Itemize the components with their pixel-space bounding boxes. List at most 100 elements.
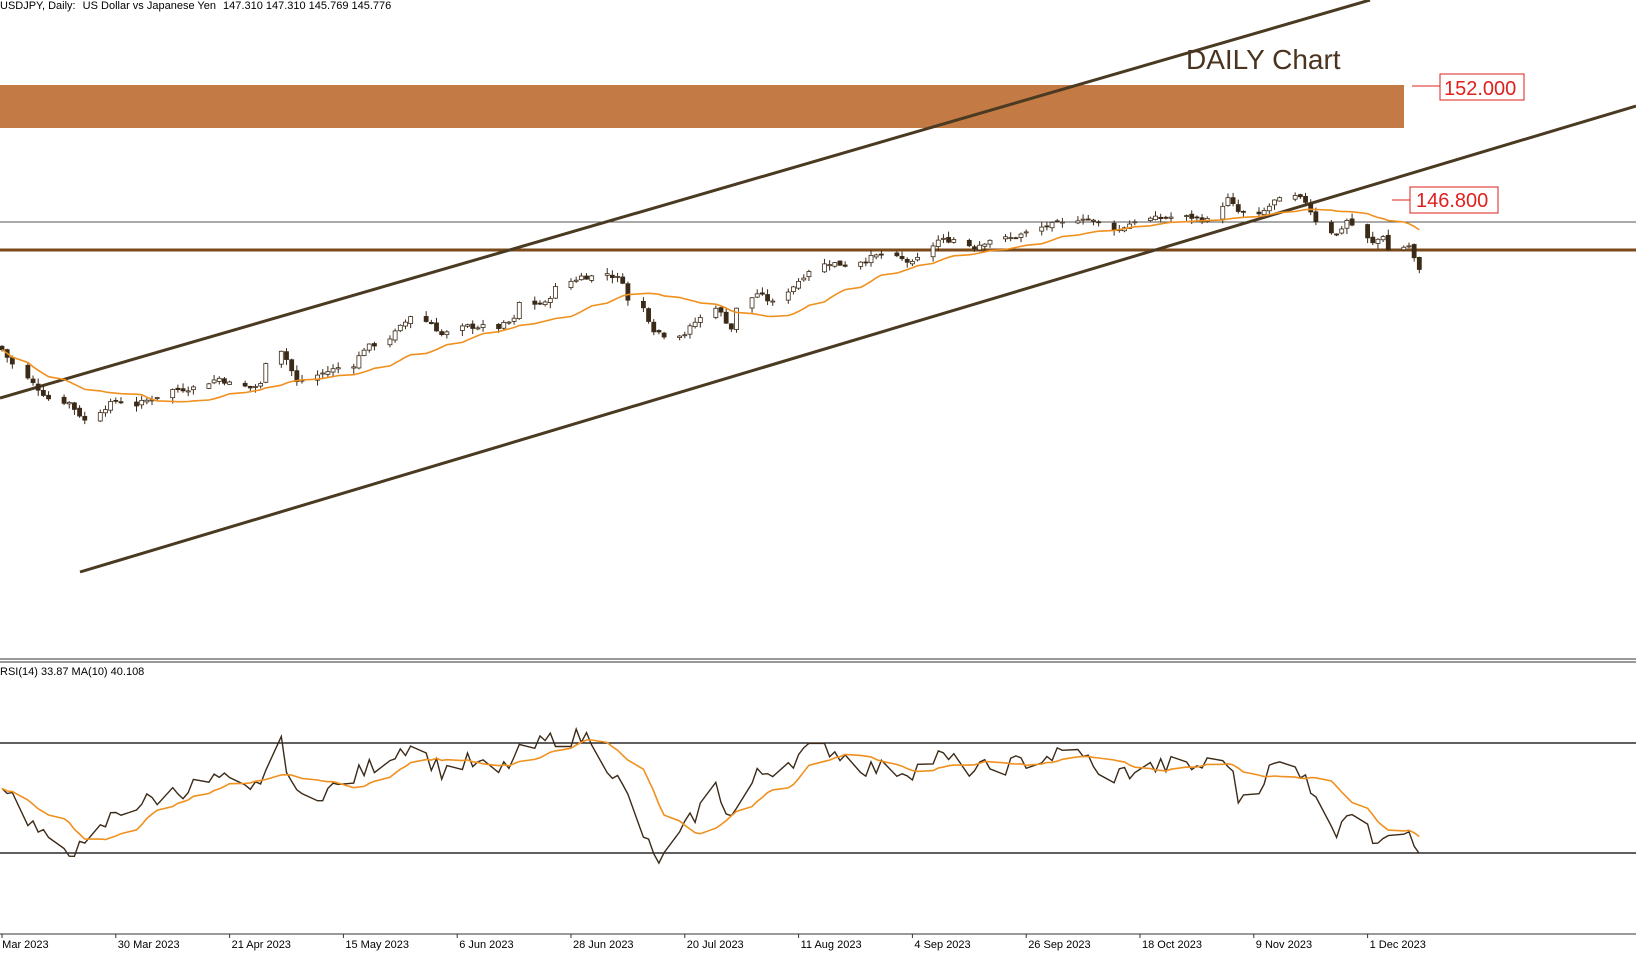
candle-bearish: [946, 237, 952, 243]
candle-bearish: [1085, 218, 1091, 221]
candle-bearish: [496, 323, 501, 329]
candle-bullish: [941, 237, 946, 240]
candle-bearish: [46, 394, 51, 400]
candle-bullish: [1075, 220, 1081, 224]
candle-bullish: [1147, 217, 1153, 221]
candle-bullish: [547, 298, 553, 303]
x-tick-label: 20 Jul 2023: [687, 939, 744, 951]
candle-bullish: [1220, 205, 1226, 220]
candle-bearish: [765, 294, 770, 302]
candle-bullish: [1292, 195, 1298, 200]
candle-bearish: [1334, 233, 1339, 236]
candle-bearish: [72, 402, 77, 410]
candle-bearish: [1013, 237, 1019, 240]
candle-bearish: [532, 300, 538, 305]
candle-bearish: [1111, 222, 1117, 231]
candle-bearish: [77, 407, 82, 417]
candle-bullish: [103, 409, 108, 414]
candle-bearish: [175, 387, 181, 391]
candle-bullish: [1018, 233, 1024, 238]
candle-bearish: [470, 323, 476, 329]
candle-bearish: [1158, 216, 1164, 220]
candle-bearish: [661, 332, 667, 338]
candle-bullish: [697, 317, 703, 323]
candle-bearish: [35, 383, 41, 391]
candle-bullish: [361, 349, 367, 357]
candle-bullish: [1168, 216, 1174, 219]
candle-bullish: [827, 264, 833, 267]
candle-bullish: [1406, 245, 1412, 248]
candle-bearish: [9, 357, 15, 365]
candle-bearish: [1297, 194, 1303, 198]
candle-bullish: [190, 386, 196, 391]
candle-bullish: [1060, 221, 1065, 224]
candle-bullish: [951, 239, 957, 243]
resistance-zone: [0, 85, 1404, 128]
candle-bearish: [1230, 197, 1236, 204]
x-tick-label: 18 Oct 2023: [1142, 939, 1202, 951]
candle-bullish: [749, 297, 755, 309]
candle-bullish: [325, 371, 331, 375]
candle-bearish: [728, 323, 734, 330]
candle-bearish: [537, 302, 543, 305]
candle-bullish: [1225, 197, 1231, 206]
candle-bullish: [330, 368, 336, 373]
channel-upper-line: [0, 0, 1371, 400]
candle-bearish: [641, 300, 646, 309]
candle-bullish: [568, 280, 574, 288]
x-tick-label: 21 Apr 2023: [232, 939, 291, 951]
candle-bullish: [253, 386, 258, 388]
candle-bullish: [1261, 210, 1267, 216]
candle-bearish: [222, 378, 227, 384]
candle-bearish: [247, 385, 253, 389]
chart-title: DAILY Chart: [1186, 44, 1341, 75]
candle-bearish: [0, 345, 5, 351]
candle-bullish: [211, 379, 217, 384]
x-tick-label: 11 Aug 2023: [801, 939, 862, 951]
candle-bearish: [646, 308, 651, 322]
candle-bearish: [625, 283, 631, 301]
candle-bullish: [615, 276, 620, 278]
x-axis-ticks: 8 Mar 2023 30 Mar 2023 21 Apr 2023 15 May 2…: [0, 934, 1426, 951]
candle-bullish: [734, 307, 739, 330]
candle-bullish: [1003, 236, 1008, 240]
candle-bullish: [315, 374, 320, 381]
candle-bearish: [118, 401, 124, 404]
candle-bullish: [206, 383, 212, 389]
candle-bullish: [1080, 218, 1086, 221]
candlestick-series: [0, 192, 1422, 425]
candle-bullish: [935, 239, 941, 247]
candle-bullish: [263, 363, 269, 383]
candle-bullish: [397, 324, 403, 332]
candle-bullish: [216, 377, 222, 382]
candle-bearish: [1096, 221, 1102, 224]
candle-bearish: [842, 264, 848, 267]
candle-bullish: [108, 401, 114, 411]
candle-bullish: [465, 324, 470, 327]
candle-bullish: [475, 327, 481, 330]
candle-bullish: [139, 399, 145, 406]
candle-bullish: [987, 239, 993, 245]
candle-bearish: [878, 253, 884, 256]
candle-bullish: [480, 324, 486, 328]
candle-bullish: [1339, 228, 1345, 234]
candle-bullish: [930, 245, 936, 258]
candle-bullish: [1344, 220, 1350, 229]
candle-bearish: [1349, 218, 1355, 226]
candle-bullish: [516, 302, 522, 319]
candle-bearish: [1194, 216, 1200, 219]
candle-bullish: [66, 401, 72, 405]
candle-bullish: [604, 273, 610, 276]
resistance-label-box: [1439, 73, 1525, 101]
candle-bullish: [982, 243, 988, 247]
channel-lower-line: [79, 104, 1636, 574]
candle-bearish: [1163, 216, 1169, 219]
candle-bullish: [506, 321, 512, 324]
candle-bearish: [620, 276, 626, 284]
candle-bearish: [899, 255, 905, 260]
x-tick-label: 1 Dec 2023: [1370, 939, 1426, 951]
candle-bearish: [1328, 222, 1334, 234]
candle-bullish: [444, 331, 450, 336]
candle-bullish: [1132, 221, 1138, 224]
